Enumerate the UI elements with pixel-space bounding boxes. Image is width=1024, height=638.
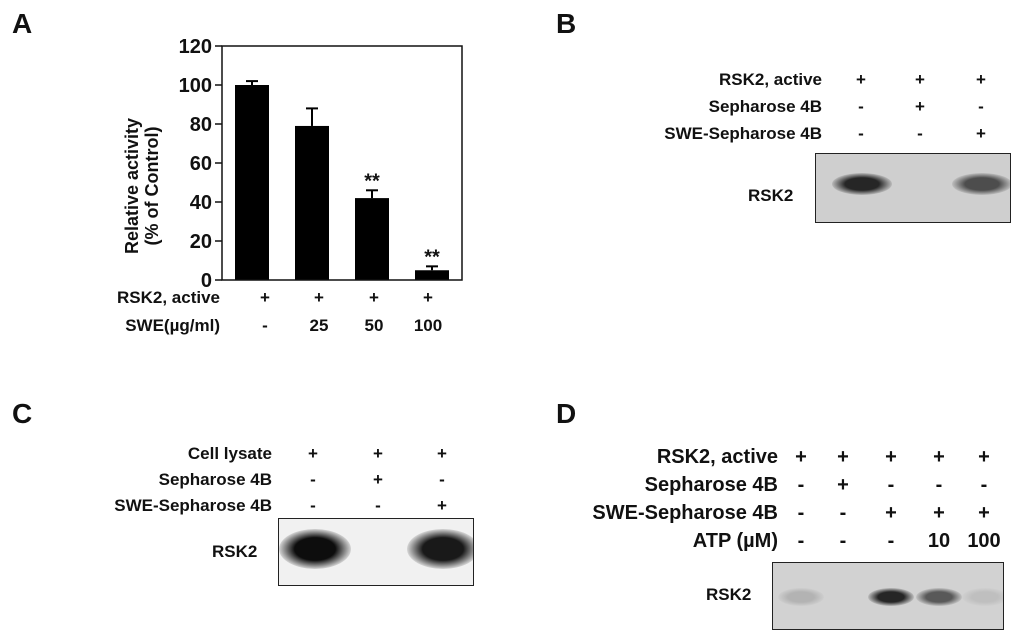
y-tick-label: 40 [190,192,212,214]
condition-value: + [437,444,447,463]
condition-value: + [423,288,433,307]
condition-label: RSK2, active [656,446,778,468]
y-axis-label: Relative activity (% of Control) [122,118,162,254]
condition-label: ATP (µM) [692,530,778,552]
significance-marker: ** [364,170,380,192]
y-axis-ticks: 0 20 40 60 80 100 120 [179,36,222,292]
condition-label: RSK2, active [117,288,220,307]
bar-chart-a: Relative activity (% of Control) 0 20 40 60… [122,36,463,292]
bar [415,270,449,280]
y-tick-label: 80 [190,114,212,136]
bars: ** ** [235,80,449,280]
plot-frame [221,45,463,281]
condition-value: + [885,502,897,524]
condition-value: + [260,288,270,307]
condition-label: SWE-Sepharose 4B [592,502,778,524]
western-blot-c [278,518,474,586]
condition-value: 50 [364,316,384,335]
condition-value: + [885,446,897,468]
condition-value: + [976,70,986,89]
condition-value: + [933,502,945,524]
significance-marker: ** [424,246,440,268]
condition-value: + [369,288,379,307]
condition-value: - [262,316,268,335]
condition-value: - [797,530,805,552]
condition-value: - [887,474,895,496]
blot-band [832,173,892,195]
condition-value: + [373,444,383,463]
condition-label: Sepharose 4B [708,97,822,116]
condition-label: Cell lysate [187,444,272,463]
condition-value: + [978,502,990,524]
condition-value: + [915,97,925,116]
panel-letter-c: C [12,398,33,429]
condition-label: SWE-Sepharose 4B [114,496,272,515]
condition-value: - [310,470,316,489]
condition-value: - [439,470,445,489]
blot-label-b: RSK2 [748,186,794,205]
blot-band [407,529,473,569]
bar [295,125,329,280]
condition-value: - [858,124,864,143]
bar [355,198,389,280]
y-tick-label: 0 [201,270,212,292]
blot-band [952,173,1010,195]
condition-value: - [978,97,984,116]
condition-value: - [797,502,805,524]
condition-value: + [437,496,447,515]
condition-value: - [310,496,316,515]
condition-value: + [837,474,849,496]
condition-value: - [839,502,847,524]
bar [235,85,269,280]
condition-value: 100 [967,530,1001,552]
condition-label: Sepharose 4B [158,470,272,489]
condition-value: - [797,474,805,496]
condition-value: - [935,474,943,496]
condition-value: + [314,288,324,307]
blot-band [279,529,351,569]
panel-letter-d: D [556,398,577,429]
condition-value: - [917,124,923,143]
condition-value: + [978,446,990,468]
western-blot-d [772,562,1004,630]
condition-value: + [837,446,849,468]
y-tick-label: 60 [190,153,212,175]
blot-band [778,588,824,606]
condition-value: + [976,124,986,143]
condition-value: + [795,446,807,468]
condition-value: 100 [413,316,443,335]
panel-letter-b: B [556,8,577,39]
y-tick-label: 20 [190,231,212,253]
condition-value: + [856,70,866,89]
condition-value: 10 [927,530,951,552]
condition-label: SWE(µg/ml) [125,316,220,335]
condition-value: + [915,70,925,89]
condition-value: 25 [309,316,329,335]
y-tick-label: 100 [179,75,212,97]
condition-value: + [933,446,945,468]
condition-value: + [308,444,318,463]
condition-label: RSK2, active [719,70,822,89]
y-axis-label-line-1: Relative activity [122,118,142,254]
blot-label-c: RSK2 [212,542,258,561]
condition-value: - [858,97,864,116]
blot-band [916,588,962,606]
condition-value: - [375,496,381,515]
blot-label-d: RSK2 [706,585,752,604]
y-axis-label-line-2: (% of Control) [142,127,162,246]
condition-label: SWE-Sepharose 4B [664,124,822,143]
y-tick-label: 120 [179,36,212,58]
panel-letter-a: A [12,8,33,39]
condition-label: Sepharose 4B [644,474,778,496]
condition-value: + [373,470,383,489]
condition-value: - [980,474,988,496]
condition-value: - [887,530,895,552]
blot-band [868,588,914,606]
western-blot-b [815,153,1011,223]
condition-value: - [839,530,847,552]
blot-band [962,588,1003,606]
